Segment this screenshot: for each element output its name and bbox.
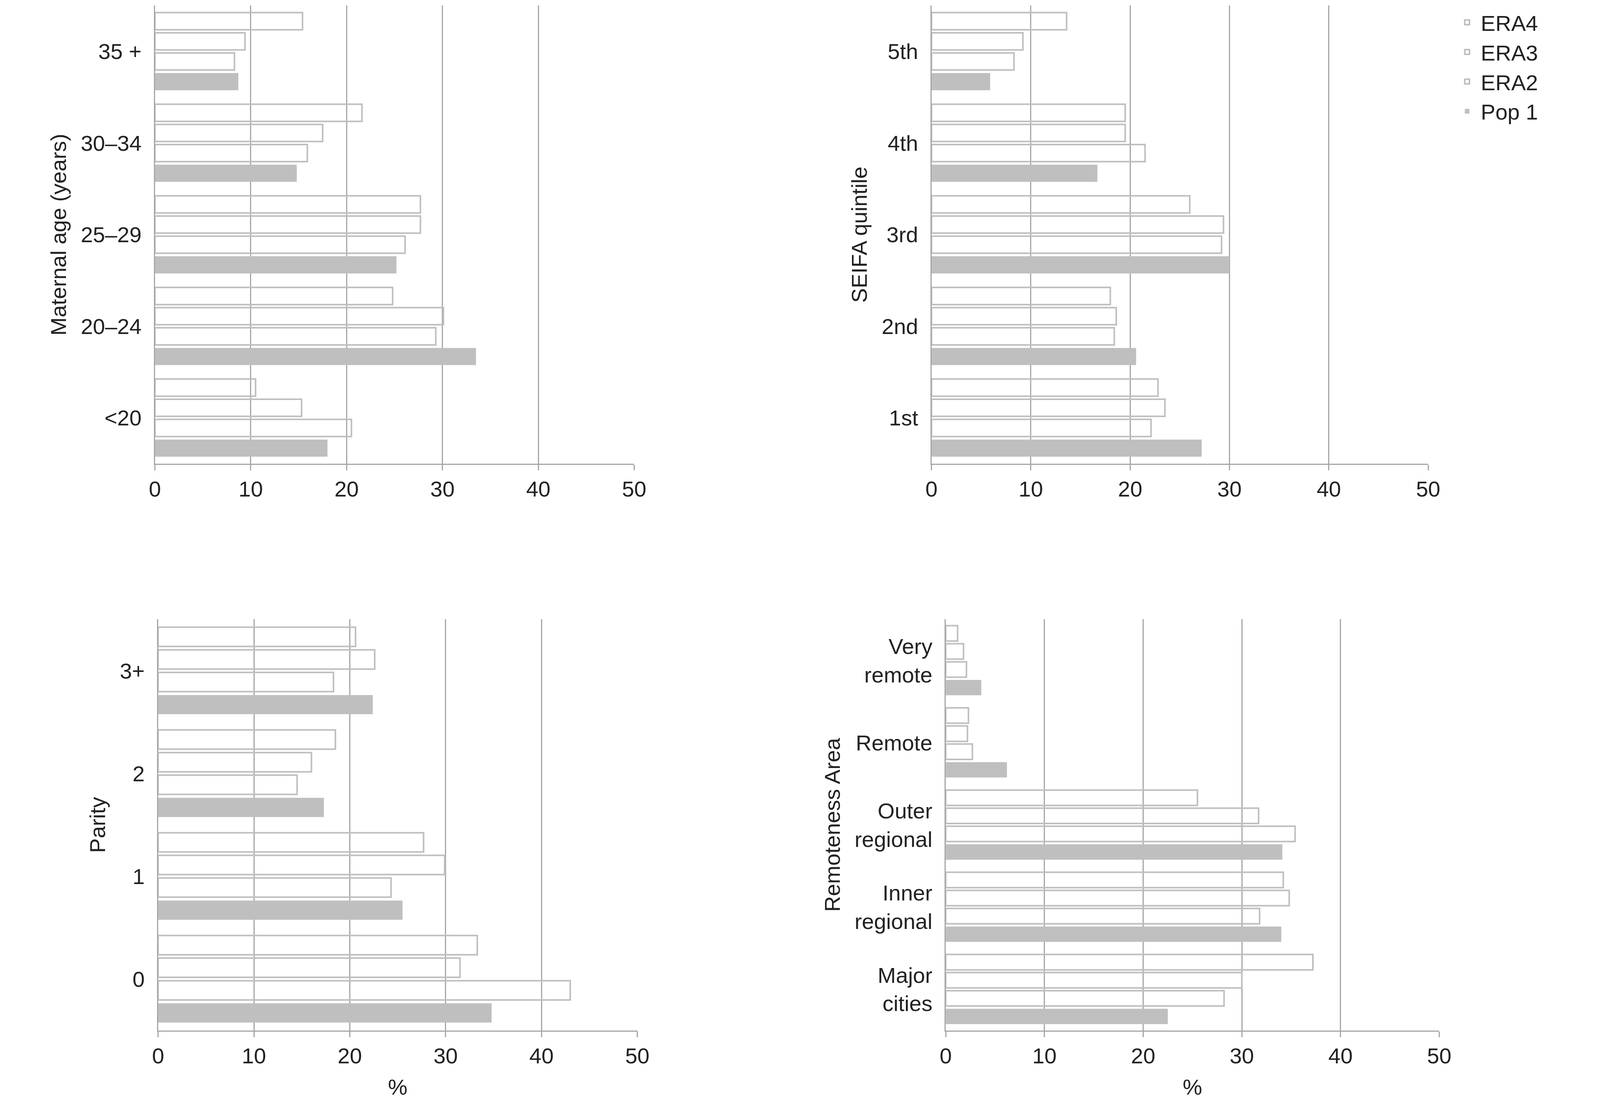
svg-text:4th: 4th <box>887 130 919 156</box>
svg-text:Innerregional: Innerregional <box>854 880 933 934</box>
svg-text:20: 20 <box>1117 476 1143 502</box>
svg-text:40: 40 <box>1316 476 1342 502</box>
svg-text:ERA3: ERA3 <box>1480 40 1538 66</box>
svg-text:Pop 1: Pop 1 <box>1480 99 1538 125</box>
svg-text:50: 50 <box>1416 476 1441 502</box>
svg-text:10: 10 <box>1032 1043 1057 1068</box>
svg-text:40: 40 <box>529 1043 554 1068</box>
svg-text:0: 0 <box>939 1043 952 1068</box>
svg-text:35 +: 35 + <box>98 39 142 64</box>
svg-text:50: 50 <box>625 1043 650 1068</box>
svg-text:30: 30 <box>433 1043 458 1068</box>
svg-text:1st: 1st <box>889 405 919 431</box>
svg-text:10: 10 <box>241 1043 267 1068</box>
svg-text:5th: 5th <box>887 39 919 64</box>
svg-text:40: 40 <box>1328 1043 1353 1068</box>
svg-text:30: 30 <box>1229 1043 1254 1068</box>
svg-text:20: 20 <box>1130 1043 1156 1068</box>
svg-text:ERA4: ERA4 <box>1480 10 1538 36</box>
svg-text:0: 0 <box>132 966 145 992</box>
svg-text:25–29: 25–29 <box>80 222 142 247</box>
svg-text:0: 0 <box>151 1043 165 1068</box>
svg-text:20: 20 <box>334 476 359 502</box>
svg-text:Outerregional: Outerregional <box>854 798 933 852</box>
svg-text:Maternal age (years): Maternal age (years) <box>46 133 71 336</box>
svg-text:20–24: 20–24 <box>80 314 142 339</box>
svg-text:10: 10 <box>1018 476 1043 502</box>
svg-text:50: 50 <box>1426 1043 1452 1068</box>
svg-text:10: 10 <box>238 476 263 502</box>
svg-text:20: 20 <box>337 1043 362 1068</box>
svg-text:0: 0 <box>148 476 161 502</box>
svg-text:2: 2 <box>132 761 145 786</box>
svg-text:Parity: Parity <box>85 796 110 853</box>
svg-text:SEIFA quintile: SEIFA quintile <box>846 166 872 303</box>
svg-text:30: 30 <box>1217 476 1242 502</box>
svg-text:Remoteness Area: Remoteness Area <box>819 737 845 912</box>
svg-text:30: 30 <box>430 476 455 502</box>
svg-text:%: % <box>387 1074 408 1100</box>
svg-text:2nd: 2nd <box>881 314 918 339</box>
svg-text:40: 40 <box>526 476 551 502</box>
svg-text:Remote: Remote <box>855 730 933 756</box>
svg-text:50: 50 <box>621 476 647 502</box>
svg-text:0: 0 <box>925 476 938 502</box>
svg-text:30–34: 30–34 <box>80 130 142 156</box>
svg-text:3+: 3+ <box>119 658 145 684</box>
svg-text:%: % <box>1182 1074 1203 1100</box>
svg-text:1: 1 <box>132 864 145 889</box>
svg-text:Veryremote: Veryremote <box>864 633 933 688</box>
svg-text:<20: <20 <box>104 405 142 431</box>
svg-text:Majorcities: Majorcities <box>877 962 933 1017</box>
svg-text:3rd: 3rd <box>886 222 919 247</box>
svg-text:ERA2: ERA2 <box>1480 70 1538 95</box>
